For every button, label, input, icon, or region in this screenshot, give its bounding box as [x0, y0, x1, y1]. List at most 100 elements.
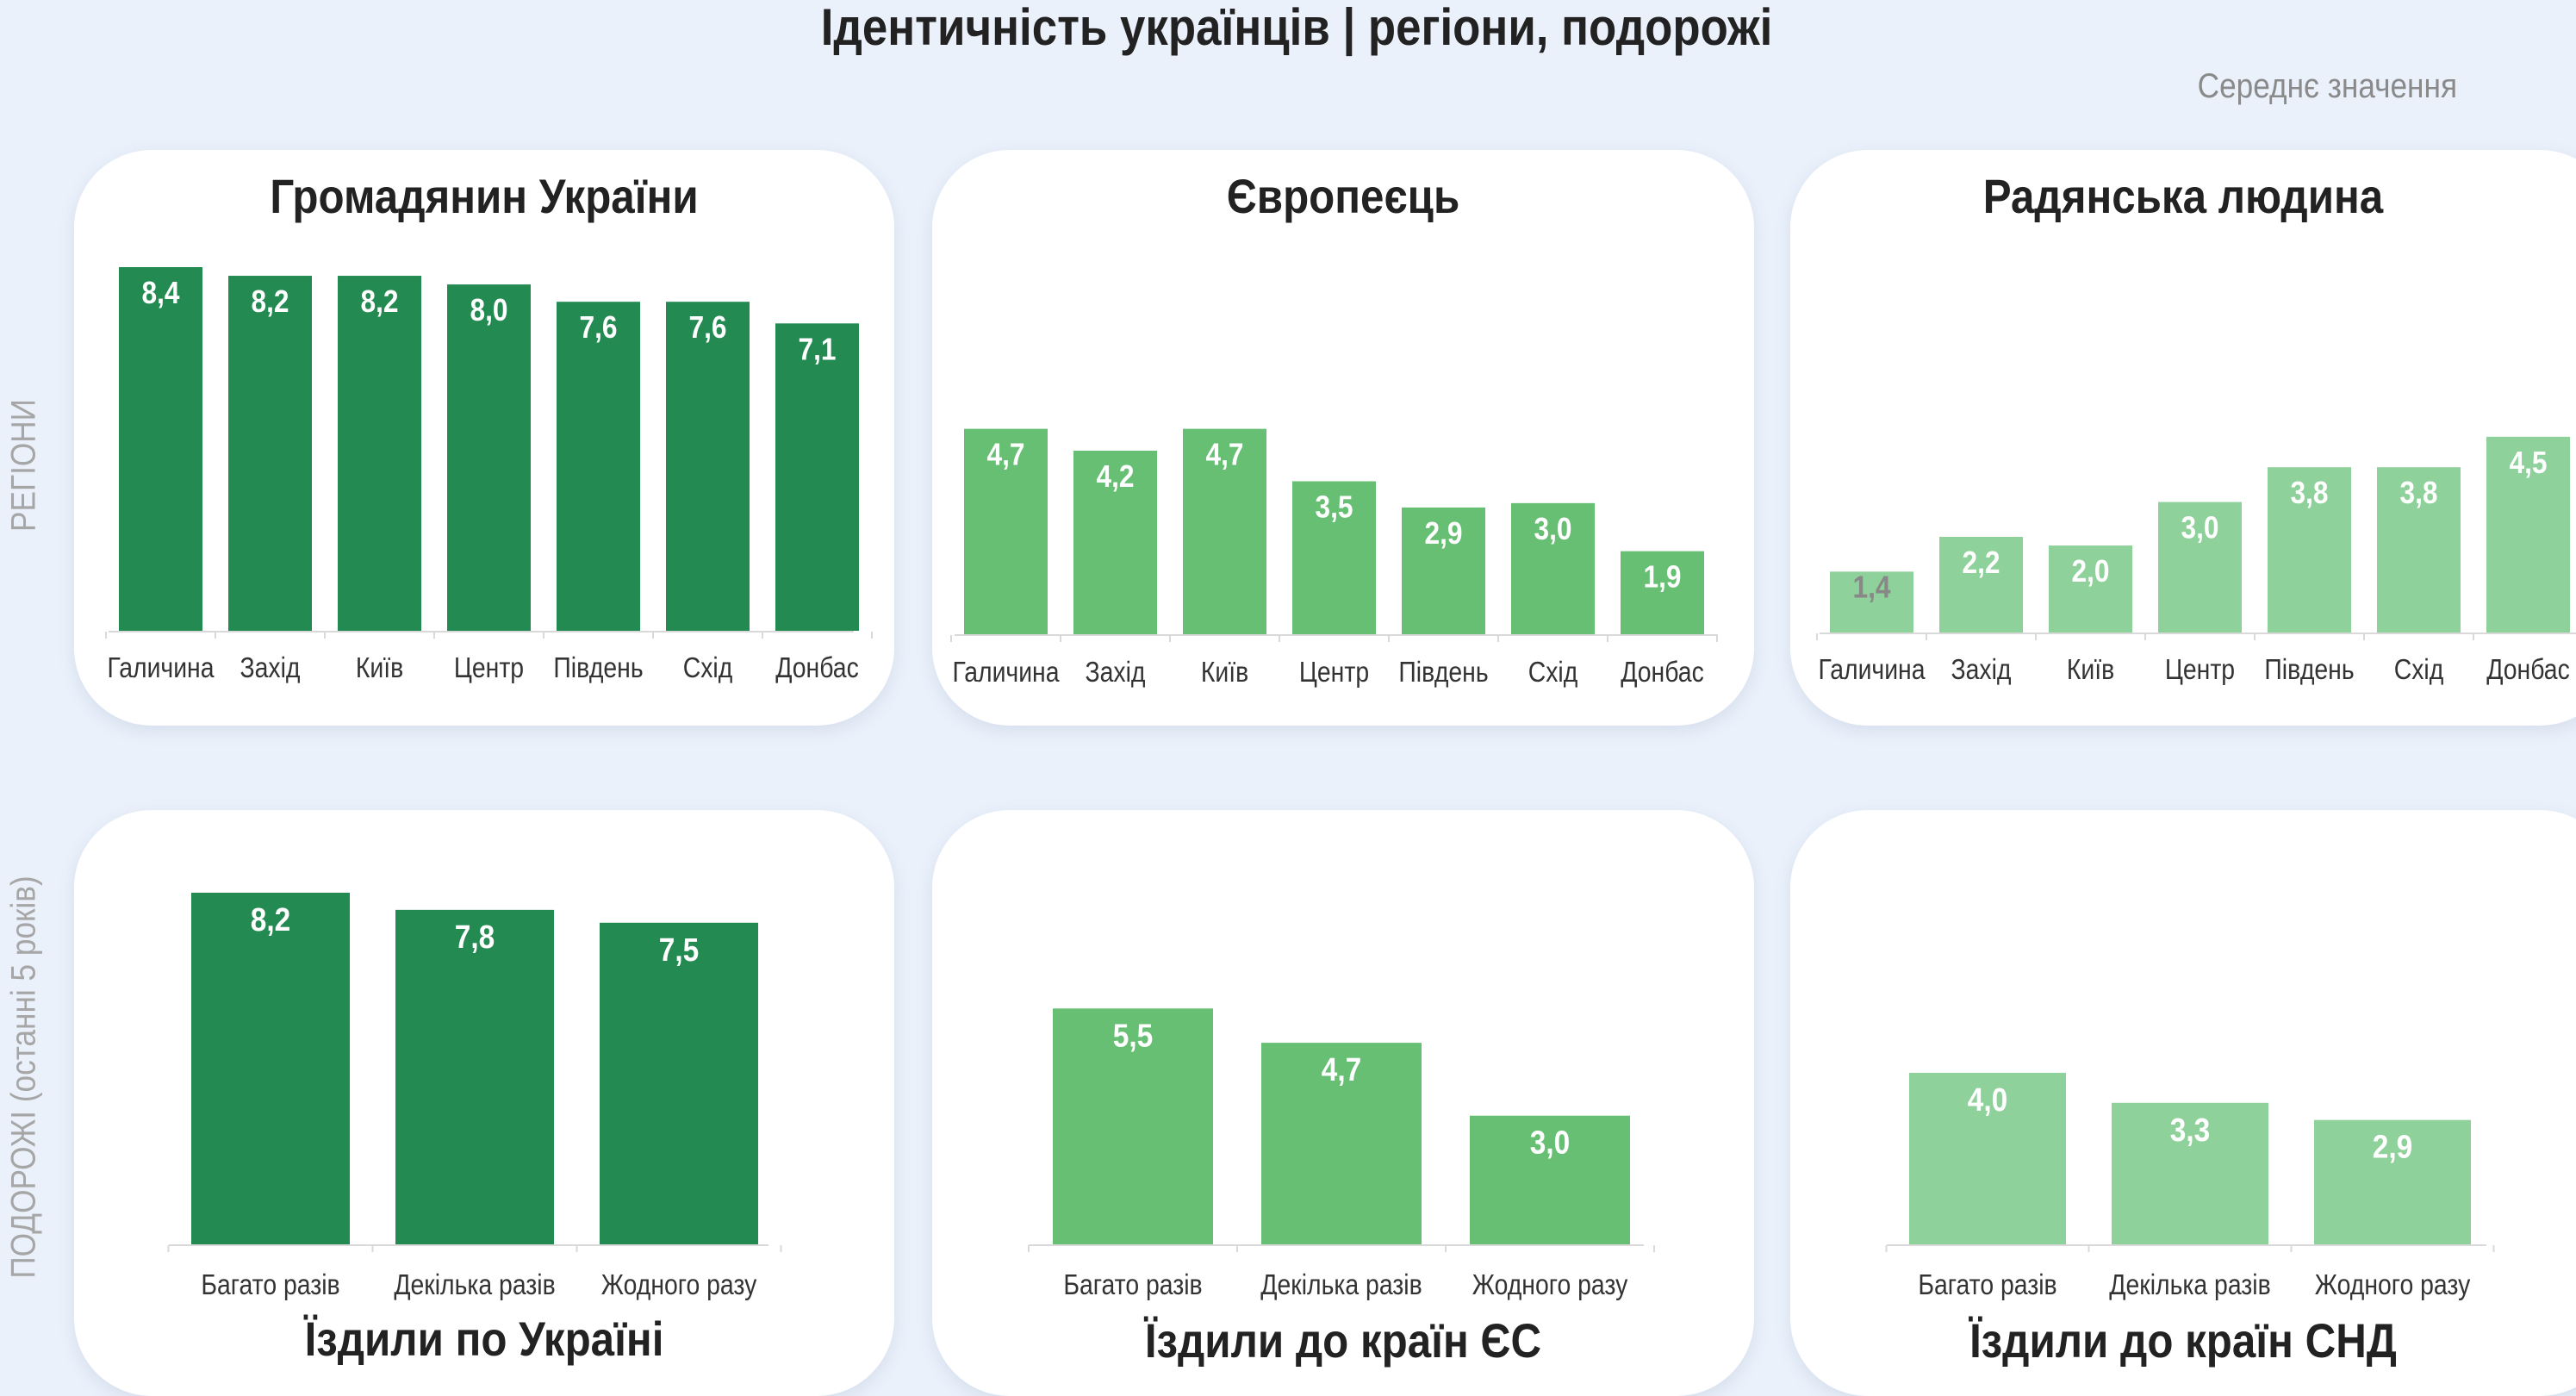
chart-travel-eu: 5,5 Багато разів 4,7 Декілька разів 3,0 Жодно… [1028, 1008, 1655, 1301]
data-label: 7,5 [659, 932, 699, 968]
bar [600, 922, 758, 1244]
data-label: 8,4 [141, 276, 179, 310]
chart-soviet: 1,4 Галичина 2,2 Захід 2,0 Київ 3,0 Центр 3,8 Пів… [1816, 436, 2576, 686]
bar [119, 267, 202, 631]
x-tick-label: Декілька разів [2109, 1268, 2270, 1301]
chart-title: Громадянин України [270, 169, 699, 223]
bar [1939, 536, 2023, 633]
data-label: 2,2 [1962, 545, 2000, 580]
chart-title: Їздили по Україні [304, 1312, 664, 1366]
x-tick-label: Південь [2264, 653, 2354, 686]
bar [1183, 428, 1266, 634]
bar [2112, 1102, 2268, 1244]
data-label: 3,0 [1534, 512, 1571, 546]
data-label: 4,0 [1968, 1081, 2007, 1118]
bar [1261, 1043, 1422, 1244]
data-label: 5,5 [1113, 1017, 1153, 1053]
bar [1053, 1008, 1213, 1244]
data-label: 7,8 [455, 919, 495, 955]
x-tick-label: Захід [1951, 653, 2012, 686]
bar [2158, 502, 2242, 633]
bar [964, 428, 1048, 634]
x-tick-label: Київ [1201, 656, 1248, 689]
x-tick-label: Центр [2165, 653, 2235, 686]
bar [338, 276, 421, 631]
x-tick-label: Донбас [775, 651, 859, 684]
data-label: 7,1 [798, 332, 836, 366]
x-tick-label: Центр [454, 651, 524, 684]
data-label: 3,3 [2170, 1112, 2210, 1148]
chart-title: Європеєць [1226, 169, 1460, 223]
x-tick-label: Декілька разів [394, 1268, 555, 1301]
data-label: 7,6 [688, 310, 726, 345]
data-label: 3,5 [1315, 490, 1353, 525]
x-tick-label: Схід [2394, 653, 2444, 686]
x-tick-label: Донбас [1621, 656, 1704, 689]
x-tick-label: Центр [1299, 656, 1369, 689]
x-tick-label: Жодного разу [2315, 1268, 2471, 1301]
data-label: 3,8 [2399, 476, 2437, 510]
x-tick-label: Південь [1398, 656, 1488, 689]
data-label: 8,2 [251, 901, 290, 938]
data-label: 1,9 [1643, 560, 1681, 595]
bar [1909, 1072, 2066, 1244]
row-label-regions-text: РЕГІОНИ [4, 399, 43, 532]
chart-travel-cis: 4,0 Багато разів 3,3 Декілька разів 2,9 Жодно… [1885, 1072, 2495, 1301]
data-label: 8,2 [360, 284, 398, 319]
bar [1470, 1115, 1630, 1244]
bar [1292, 481, 1376, 634]
data-label: 8,0 [470, 293, 507, 327]
chart-card-soviet: Радянська людина 1,4 Галичина 2,2 Захід 2,0 К… [1790, 150, 2576, 726]
data-label: 2,9 [1424, 516, 1462, 551]
bar [191, 892, 350, 1244]
bar [395, 909, 554, 1244]
x-tick-label: Донбас [2486, 653, 2570, 686]
chart-title: Їздили до країн ЄС [1144, 1313, 1542, 1368]
bar [1511, 502, 1595, 634]
x-tick-label: Багато разів [201, 1268, 339, 1301]
chart-title: Радянська людина [1982, 169, 2384, 223]
bar [557, 302, 640, 631]
bar [2377, 467, 2461, 633]
chart-title: Їздили до країн СНД [1969, 1313, 2397, 1368]
chart-card-european: Європеєць 4,7 Галичина 4,2 Захід 4,7 Київ 3,5 Ц… [932, 150, 1754, 726]
bar [2268, 467, 2351, 633]
x-tick-label: Жодного разу [1472, 1268, 1628, 1301]
row-label-travel-text: ПОДОРОЖІ (останні 5 років) [4, 876, 43, 1279]
chart-card-travel-ukraine: Їздили по Україні 8,2 Багато разів 7,8 Декі… [74, 810, 894, 1396]
chart-card-citizen: Громадянин України 8,4 Галичина 8,2 Захід 8,… [74, 150, 894, 726]
bar [2049, 545, 2132, 633]
bar [2314, 1119, 2471, 1244]
data-label: 1,4 [1852, 570, 1890, 604]
data-label: 4,5 [2509, 446, 2547, 480]
x-tick-label: Схід [1528, 656, 1578, 689]
bar [2486, 436, 2570, 633]
chart-european: 4,7 Галичина 4,2 Захід 4,7 Київ 3,5 Центр 2,9 Пів… [950, 428, 1718, 689]
data-label: 4,2 [1096, 459, 1134, 494]
bar [1830, 571, 1913, 633]
chart-card-travel-cis: Їздили до країн СНД 4,0 Багато разів 3,3 Де… [1790, 810, 2576, 1396]
data-label: 3,0 [1530, 1125, 1570, 1161]
bar [775, 323, 859, 631]
bar [228, 276, 312, 631]
data-label: 2,0 [2071, 554, 2109, 589]
x-tick-label: Жодного разу [601, 1268, 757, 1301]
bar [1402, 507, 1485, 634]
x-tick-label: Київ [2067, 653, 2114, 686]
chart-travel-ukraine: 8,2 Багато разів 7,8 Декілька разів 7,5 Жодно… [167, 892, 782, 1301]
data-label: 4,7 [1322, 1051, 1361, 1088]
page-title: Ідентичність українців | регіони, подоро… [820, 0, 1773, 56]
data-label: 3,0 [2181, 511, 2218, 545]
bar [666, 302, 750, 631]
chart-citizen: 8,4 Галичина 8,2 Захід 8,2 Київ 8,0 Центр 7,6 Пів… [105, 267, 873, 684]
x-tick-label: Декілька разів [1260, 1268, 1422, 1301]
x-tick-label: Галичина [107, 651, 215, 684]
x-tick-label: Галичина [952, 656, 1060, 689]
x-tick-label: Захід [1086, 656, 1146, 689]
x-tick-label: Захід [240, 651, 301, 684]
bar [1621, 551, 1704, 634]
x-tick-label: Південь [553, 651, 643, 684]
data-label: 4,7 [1205, 438, 1243, 472]
data-label: 4,7 [986, 438, 1024, 472]
x-tick-label: Багато разів [1918, 1268, 2056, 1301]
